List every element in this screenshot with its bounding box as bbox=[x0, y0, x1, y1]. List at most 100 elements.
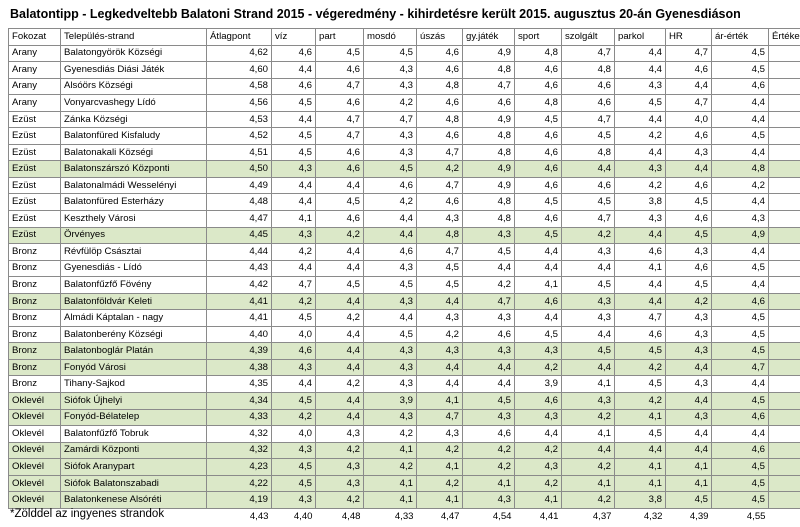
score-cell: 3,9 bbox=[363, 392, 417, 410]
score-cell: 4,7 bbox=[561, 110, 615, 129]
score-cell: 4,4 bbox=[665, 425, 712, 443]
score-cell: 4,42 bbox=[206, 276, 272, 294]
score-cell: 4,6 bbox=[315, 160, 364, 178]
score-cell: 4,4 bbox=[711, 425, 769, 443]
score-cell: 4,4 bbox=[614, 226, 666, 245]
score-cell: 4,4 bbox=[271, 259, 316, 278]
table-row: Ezüst Balatonalmádi Wesselényi 4,49 4,4 4,4 4… bbox=[8, 176, 800, 195]
score-cell: 4,60 bbox=[206, 61, 272, 79]
score-cell: 312 bbox=[768, 77, 800, 96]
score-cell: 4,9 bbox=[711, 226, 769, 245]
score-cell: 4,3 bbox=[363, 127, 417, 145]
score-cell: 4,34 bbox=[206, 392, 272, 410]
beach-name-cell: Almádi Káptalan - nagy bbox=[60, 309, 207, 327]
score-cell: 4,9 bbox=[462, 44, 515, 63]
table-row: Bronz Balatonfűzfő Fövény 4,42 4,7 4,5 4,5 4,5… bbox=[8, 276, 800, 294]
score-cell: 4,4 bbox=[315, 392, 364, 410]
score-cell: 4,4 bbox=[315, 342, 364, 360]
results-table: Fokozat Település-strand Átlagpont víz part m… bbox=[8, 28, 800, 524]
score-cell: 4,4 bbox=[614, 61, 666, 79]
score-cell: 4,5 bbox=[711, 474, 769, 493]
score-cell: 4,2 bbox=[271, 292, 316, 311]
score-cell: 4,7 bbox=[665, 94, 712, 112]
score-cell: 4,41 bbox=[206, 292, 272, 311]
column-header: parkol bbox=[614, 28, 666, 46]
beach-name-cell: Fonyód-Bélatelep bbox=[60, 408, 207, 427]
table-body: Arany Balatongyörök Községi 4,62 4,6 4,5 4,5 4… bbox=[8, 44, 800, 524]
score-cell: 4,7 bbox=[416, 408, 463, 427]
score-cell: 4,3 bbox=[271, 491, 316, 509]
beach-name-cell: Fonyód Városi bbox=[60, 358, 207, 377]
score-cell: 4,8 bbox=[711, 160, 769, 178]
score-cell: 4,3 bbox=[462, 342, 515, 360]
beach-name-cell: Balatonalmádi Wesselényi bbox=[60, 176, 207, 195]
beach-name-cell: Gyenesdiás Diási Játék bbox=[60, 61, 207, 79]
score-cell: 4,1 bbox=[614, 458, 666, 476]
rank-cell: Bronz bbox=[8, 259, 61, 278]
score-cell: 42 bbox=[768, 425, 800, 443]
score-cell: 4,2 bbox=[315, 491, 364, 509]
score-cell: 4,3 bbox=[462, 226, 515, 245]
score-cell: 4,6 bbox=[462, 94, 515, 112]
score-cell: 4,8 bbox=[462, 143, 515, 162]
score-cell: 123 bbox=[768, 292, 800, 311]
score-cell: 4,2 bbox=[614, 176, 666, 195]
score-cell: 4,5 bbox=[315, 44, 364, 63]
score-cell: 4,3 bbox=[363, 358, 417, 377]
score-cell: 4,4 bbox=[315, 358, 364, 377]
score-cell: 134 bbox=[768, 94, 800, 112]
score-cell: 4,3 bbox=[614, 210, 666, 228]
score-cell: 4,50 bbox=[206, 160, 272, 178]
beach-name-cell: Balatonfűzfő Tobruk bbox=[60, 425, 207, 443]
score-cell: 4,4 bbox=[315, 292, 364, 311]
score-cell: 4,6 bbox=[514, 143, 562, 162]
rank-cell: Oklevél bbox=[8, 458, 61, 476]
total-cell: 4,47 bbox=[440, 510, 460, 522]
score-cell: 4,39 bbox=[206, 342, 272, 360]
total-cell: 4,39 bbox=[689, 510, 709, 522]
score-cell: 4,6 bbox=[665, 127, 712, 145]
score-cell: 4,51 bbox=[206, 143, 272, 162]
table-row: Ezüst Örvényes 4,45 4,3 4,2 4,4 4,8 4,3 4,5 4,2 4,… bbox=[8, 226, 800, 245]
table-row: Ezüst Balatonszárszó Központi 4,50 4,3 4,6 4,… bbox=[8, 160, 800, 178]
beach-name-cell: Zánka Községi bbox=[60, 110, 207, 129]
score-cell: 4,6 bbox=[614, 325, 666, 344]
score-cell: 4,5 bbox=[711, 458, 769, 476]
rank-cell: Ezüst bbox=[8, 143, 61, 162]
score-cell: 4,3 bbox=[665, 243, 712, 261]
score-cell: 4,4 bbox=[614, 292, 666, 311]
score-cell: 4,4 bbox=[665, 392, 712, 410]
table-row: Bronz Almádi Káptalan - nagy 4,41 4,5 4,2 4,4… bbox=[8, 309, 800, 327]
total-cell: 4,40 bbox=[293, 510, 313, 522]
rank-cell: Ezüst bbox=[8, 127, 61, 145]
score-cell: 4,5 bbox=[416, 259, 463, 278]
score-cell: 4,3 bbox=[665, 375, 712, 394]
score-cell: 4,6 bbox=[665, 210, 712, 228]
score-cell: 4,40 bbox=[206, 325, 272, 344]
table-row: Ezüst Keszthely Városi 4,47 4,1 4,6 4,4 4,3 4,8… bbox=[8, 210, 800, 228]
beach-name-cell: Keszthely Városi bbox=[60, 210, 207, 228]
score-cell: 4,2 bbox=[416, 325, 463, 344]
total-cell: 4,37 bbox=[592, 510, 612, 522]
score-cell: 131 bbox=[768, 143, 800, 162]
score-cell: 4,2 bbox=[561, 491, 615, 509]
score-cell: 4,6 bbox=[416, 193, 463, 212]
score-cell: 4,7 bbox=[416, 143, 463, 162]
score-cell: 4,43 bbox=[206, 259, 272, 278]
score-cell: 4,2 bbox=[462, 458, 515, 476]
rank-cell: Ezüst bbox=[8, 110, 61, 129]
score-cell: 4,33 bbox=[206, 408, 272, 427]
score-cell: 4,4 bbox=[711, 276, 769, 294]
score-cell: 4,3 bbox=[363, 342, 417, 360]
score-cell: 4,3 bbox=[315, 458, 364, 476]
score-cell: 4,6 bbox=[514, 292, 562, 311]
score-cell: 4,6 bbox=[363, 176, 417, 195]
score-cell: 4,2 bbox=[363, 425, 417, 443]
score-cell: 4,3 bbox=[363, 143, 417, 162]
table-row: Ezüst Balatonfüred Esterházy 4,48 4,4 4,5 4,2… bbox=[8, 193, 800, 212]
score-cell: 4,6 bbox=[514, 77, 562, 96]
score-cell: 4,7 bbox=[315, 110, 364, 129]
score-cell: 4,3 bbox=[665, 143, 712, 162]
column-header: mosdó bbox=[363, 28, 417, 46]
score-cell: 4,3 bbox=[271, 358, 316, 377]
